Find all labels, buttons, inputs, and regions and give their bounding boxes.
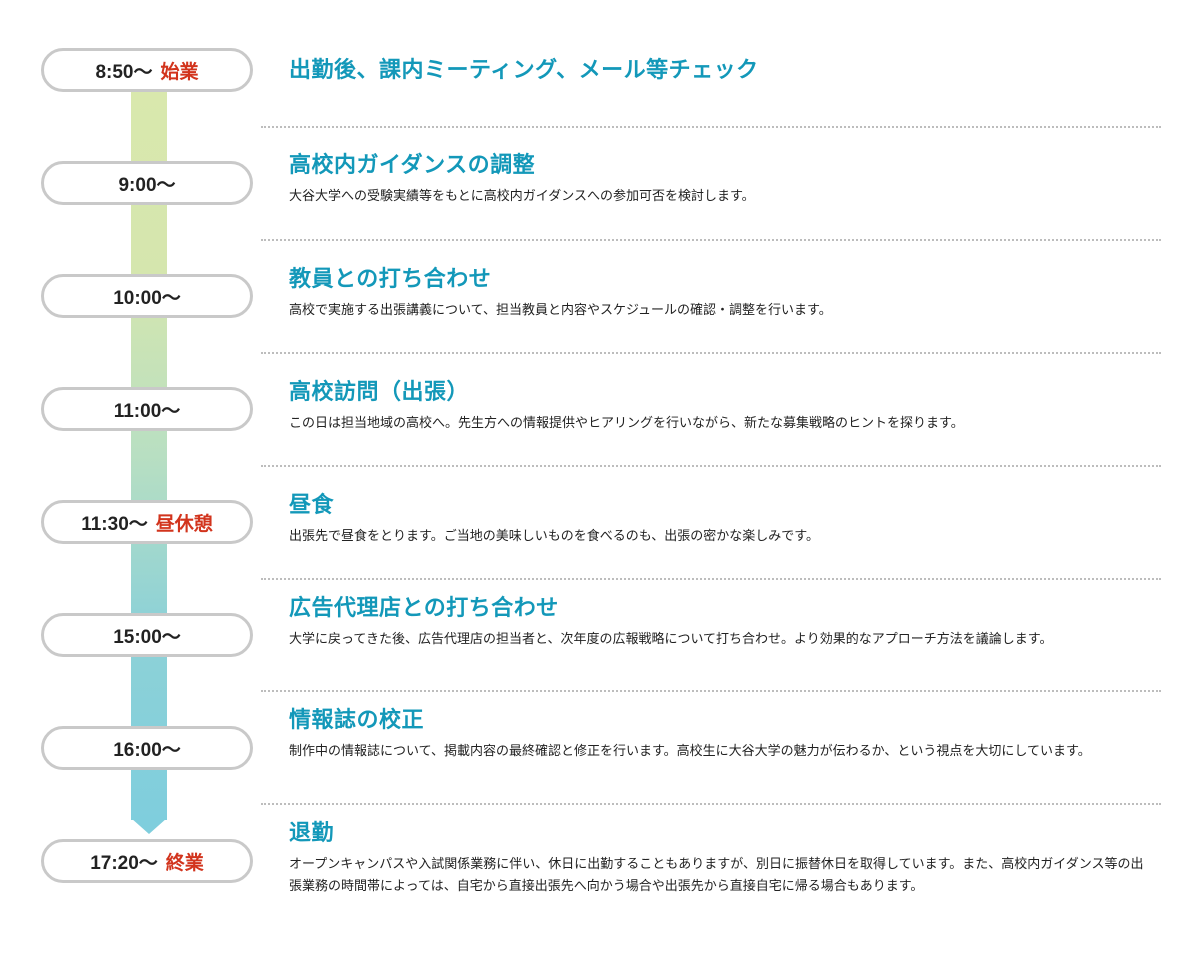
entry-description: 大学に戻ってきた後、広告代理店の担当者と、次年度の広報戦略について打ち合わせ。よ… <box>289 632 1053 647</box>
time-pill-1000: 10:00〜 <box>41 274 253 318</box>
entry-title: 教員との打ち合わせ <box>289 267 492 292</box>
entry-1500: 広告代理店との打ち合わせ 大学に戻ってきた後、広告代理店の担当者と、次年度の広報… <box>289 595 1149 651</box>
entry-0900: 高校内ガイダンスの調整 大谷大学への受験実績等をもとに高校内ガイダンスへの参加可… <box>289 152 1149 208</box>
time-label: 11:00〜 <box>113 400 181 422</box>
entry-1100: 高校訪問（出張） この日は担当地域の高校へ。先生方への情報提供やヒアリングを行い… <box>289 379 1149 435</box>
divider <box>261 352 1161 354</box>
entry-1720: 退勤 オープンキャンパスや入試関係業務に伴い、休日に出勤することもありますが、別… <box>289 820 1149 898</box>
time-marker: 始業 <box>160 61 199 83</box>
entry-title: 情報誌の校正 <box>289 708 425 733</box>
time-pill-1600: 16:00〜 <box>41 726 253 770</box>
entry-description: この日は担当地域の高校へ。先生方への情報提供やヒアリングを行いながら、新たな募集… <box>289 416 964 431</box>
time-pill-0900: 9:00〜 <box>41 161 253 205</box>
entry-description: 高校で実施する出張講義について、担当教員と内容やスケジュールの確認・調整を行いま… <box>289 303 832 318</box>
entry-title: 退勤 <box>289 821 335 846</box>
time-pill-1100: 11:00〜 <box>41 387 253 431</box>
entry-title: 昼食 <box>289 493 335 518</box>
divider <box>261 126 1161 128</box>
entry-title: 広告代理店との打ち合わせ <box>289 596 559 621</box>
divider <box>261 803 1161 805</box>
divider <box>261 578 1161 580</box>
timeline-bar <box>131 92 167 820</box>
time-label: 9:00〜 <box>118 174 176 196</box>
time-pill-1720: 17:20〜 終業 <box>41 839 253 883</box>
entry-1000: 教員との打ち合わせ 高校で実施する出張講義について、担当教員と内容やスケジュール… <box>289 266 1149 322</box>
divider <box>261 239 1161 241</box>
entry-title: 高校内ガイダンスの調整 <box>289 153 536 178</box>
divider <box>261 465 1161 467</box>
time-label: 15:00〜 <box>113 626 181 648</box>
divider <box>261 690 1161 692</box>
entry-title: 出勤後、課内ミーティング、メール等チェック <box>289 58 759 83</box>
time-pill-1500: 15:00〜 <box>41 613 253 657</box>
entry-1600: 情報誌の校正 制作中の情報誌について、掲載内容の最終確認と修正を行います。高校生… <box>289 707 1149 763</box>
entry-description: 大谷大学への受験実績等をもとに高校内ガイダンスへの参加可否を検討します。 <box>289 189 755 204</box>
entry-description: オープンキャンパスや入試関係業務に伴い、休日に出勤することもありますが、別日に振… <box>289 857 1144 894</box>
time-label: 11:30〜 <box>81 513 148 535</box>
entry-title: 高校訪問（出張） <box>289 380 470 405</box>
timeline-arrow-icon <box>131 818 167 834</box>
entry-description: 制作中の情報誌について、掲載内容の最終確認と修正を行います。高校生に大谷大学の魅… <box>289 744 1091 759</box>
entry-1130: 昼食 出張先で昼食をとります。ご当地の美味しいものを食べるのも、出張の密かな楽し… <box>289 492 1149 548</box>
time-label: 10:00〜 <box>113 287 181 309</box>
time-marker: 昼休憩 <box>155 513 213 535</box>
time-pill-1130: 11:30〜 昼休憩 <box>41 500 253 544</box>
entry-description: 出張先で昼食をとります。ご当地の美味しいものを食べるのも、出張の密かな楽しみです… <box>289 529 820 544</box>
time-label: 16:00〜 <box>113 739 181 761</box>
time-pill-0850: 8:50〜 始業 <box>41 48 253 92</box>
time-marker: 終業 <box>165 852 204 874</box>
time-label: 8:50〜 <box>95 61 153 83</box>
entry-0850: 出勤後、課内ミーティング、メール等チェック <box>289 57 1149 85</box>
time-label: 17:20〜 <box>90 852 158 874</box>
